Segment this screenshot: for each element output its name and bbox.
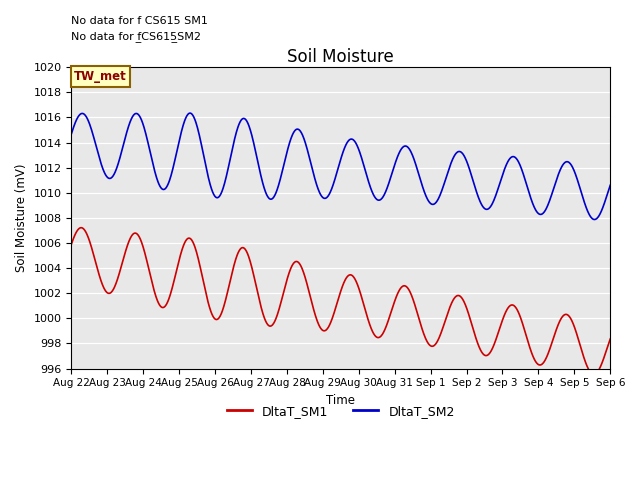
Text: TW_met: TW_met [74, 70, 127, 83]
DltaT_SM2 [296, 128, 304, 134]
DltaT_SM1 [296, 262, 304, 268]
DltaT_SM1 [132, 230, 140, 236]
Line: DltaT_SM2: DltaT_SM2 [72, 113, 611, 219]
DltaT_SM1 [77, 225, 85, 230]
Text: No data for f̲CS615̲SM2: No data for f̲CS615̲SM2 [72, 31, 202, 42]
DltaT_SM2 [591, 216, 598, 222]
DltaT_SM1 [317, 326, 325, 332]
DltaT_SM1 [308, 299, 316, 304]
X-axis label: Time: Time [326, 394, 355, 407]
DltaT_SM2 [68, 131, 76, 137]
Y-axis label: Soil Moisture (mV): Soil Moisture (mV) [15, 164, 28, 272]
DltaT_SM1 [109, 286, 117, 292]
DltaT_SM2 [374, 197, 382, 203]
DltaT_SM2 [131, 111, 139, 117]
DltaT_SM2 [186, 110, 194, 116]
DltaT_SM1 [607, 336, 614, 342]
Line: DltaT_SM1: DltaT_SM1 [72, 228, 611, 374]
DltaT_SM2 [308, 163, 316, 169]
Title: Soil Moisture: Soil Moisture [287, 48, 394, 66]
DltaT_SM1 [68, 241, 76, 247]
DltaT_SM1 [374, 335, 382, 340]
DltaT_SM2 [317, 193, 325, 199]
DltaT_SM1 [590, 372, 598, 377]
DltaT_SM2 [109, 173, 117, 179]
Text: No data for f CS615 SM1: No data for f CS615 SM1 [72, 15, 208, 25]
Legend: DltaT_SM1, DltaT_SM2: DltaT_SM1, DltaT_SM2 [222, 399, 460, 422]
DltaT_SM2 [607, 182, 614, 188]
